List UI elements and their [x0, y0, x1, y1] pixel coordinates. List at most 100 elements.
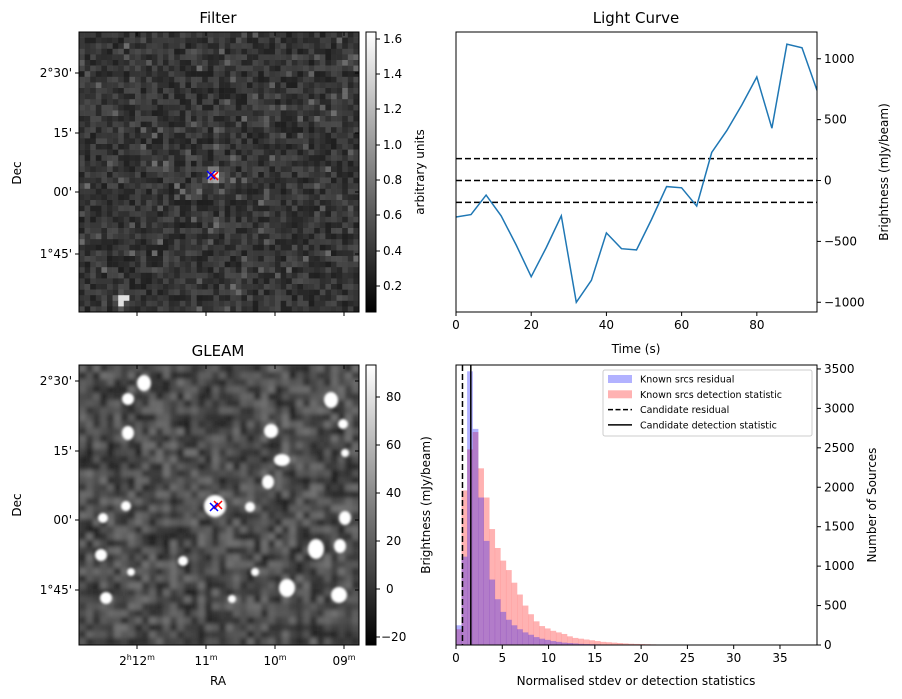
filter-pixel — [331, 110, 337, 117]
gleam-pixel — [107, 554, 115, 562]
filter-pixel — [331, 138, 337, 145]
filter-pixel — [230, 306, 237, 312]
gleam-pixel — [170, 435, 178, 443]
filter-pixel — [185, 43, 192, 50]
filter-pixel — [179, 99, 186, 106]
filter-pixel — [280, 267, 287, 274]
gleam-pixel — [149, 365, 157, 373]
gleam-pixel — [226, 449, 234, 457]
filter-pixel — [179, 93, 186, 100]
filter-pixel — [353, 132, 359, 139]
gleam-pixel — [296, 512, 304, 520]
filter-pixel — [163, 250, 169, 257]
filter-pixel — [151, 166, 158, 173]
gleam-pixel — [177, 638, 185, 645]
gleam-pixel — [219, 435, 227, 443]
gleam-pixel — [226, 414, 234, 422]
filter-pixel — [325, 239, 332, 246]
filter-pixel — [213, 132, 220, 139]
gleam-pixel — [331, 407, 339, 415]
filter-pixel — [191, 306, 197, 312]
filter-pixel — [157, 116, 164, 122]
filter-pixel — [219, 48, 225, 55]
gleam-pixel — [317, 491, 325, 499]
filter-pixel — [179, 76, 186, 83]
histogram-panel: 0 5 10 15 20 25 30 35 0500100015002000250030003… — [452, 362, 879, 688]
filter-pixel — [213, 256, 220, 262]
filter-pixel — [235, 48, 242, 55]
filter-pixel — [258, 127, 265, 134]
filter-pixel — [314, 289, 321, 296]
gleam-pixel — [100, 631, 108, 639]
gleam-pixel — [226, 540, 234, 548]
filter-pixel — [140, 239, 147, 246]
filter-pixel — [303, 295, 309, 302]
filter-pixel — [342, 121, 349, 128]
filter-pixel — [129, 121, 136, 128]
filter-pixel — [202, 200, 209, 206]
filter-pixel — [291, 261, 298, 268]
filter-pixel — [219, 99, 225, 106]
gleam-pixel — [184, 554, 192, 562]
filter-pixel — [101, 272, 108, 279]
gleam-pixel — [86, 638, 94, 645]
gleam-pixel — [156, 414, 164, 422]
gleam-pixel — [233, 631, 241, 639]
filter-pixel — [118, 272, 125, 279]
gleam-pixel — [275, 540, 283, 548]
filter-pixel — [207, 205, 214, 212]
filter-pixel — [90, 166, 97, 173]
filter-pixel — [252, 155, 259, 162]
filter-pixel — [95, 104, 102, 111]
filter-pixel — [319, 54, 326, 61]
filter-pixel — [247, 250, 253, 257]
gleam-pixel — [219, 400, 227, 408]
gleam-pixel — [219, 463, 227, 471]
gleam-pixel — [212, 428, 220, 436]
histogram-candidate-lines — [461, 365, 472, 645]
gleam-pixel — [233, 589, 241, 597]
gleam-pixel — [205, 561, 213, 569]
filter-pixel — [342, 155, 349, 162]
gleam-pixel — [205, 463, 213, 471]
filter-pixel — [263, 272, 270, 279]
gleam-pixel — [177, 491, 185, 499]
filter-pixel — [342, 250, 349, 257]
filter-pixel — [101, 278, 108, 285]
filter-pixel — [196, 71, 203, 78]
gleam-pixel — [184, 519, 192, 527]
gleam-pixel — [114, 540, 122, 548]
filter-pixel — [286, 289, 293, 296]
filter-pixel — [179, 272, 186, 279]
filter-pixel — [319, 289, 326, 296]
filter-pixel — [129, 160, 136, 167]
gleam-pixel — [93, 435, 101, 443]
gleam-pixel — [247, 512, 255, 520]
gleam-pixel — [331, 491, 339, 499]
filter-pixel — [151, 60, 158, 66]
gleam-source — [308, 539, 324, 559]
gleam-pixel — [93, 421, 101, 429]
filter-pixel — [213, 144, 220, 150]
filter-pixel — [263, 200, 270, 206]
gleam-pixel — [352, 407, 359, 415]
filter-pixel — [101, 76, 108, 83]
filter-pixel — [129, 295, 136, 302]
gleam-pixel — [303, 365, 311, 373]
filter-pixel — [179, 205, 186, 212]
filter-pixel — [291, 183, 298, 190]
filter-pixel — [185, 284, 192, 290]
filter-pixel — [353, 205, 359, 212]
filter-pixel — [314, 88, 321, 94]
gleam-pixel — [135, 575, 143, 583]
filter-pixel — [101, 116, 108, 122]
filter-pixel — [179, 110, 186, 117]
gleam-pixel — [268, 449, 276, 457]
gleam-pixel — [345, 407, 353, 415]
filter-pixel — [146, 71, 153, 78]
filter-pixel — [112, 233, 119, 240]
filter-pixel — [308, 272, 315, 279]
filter-pixel — [314, 37, 321, 44]
filter-pixel — [258, 300, 265, 307]
